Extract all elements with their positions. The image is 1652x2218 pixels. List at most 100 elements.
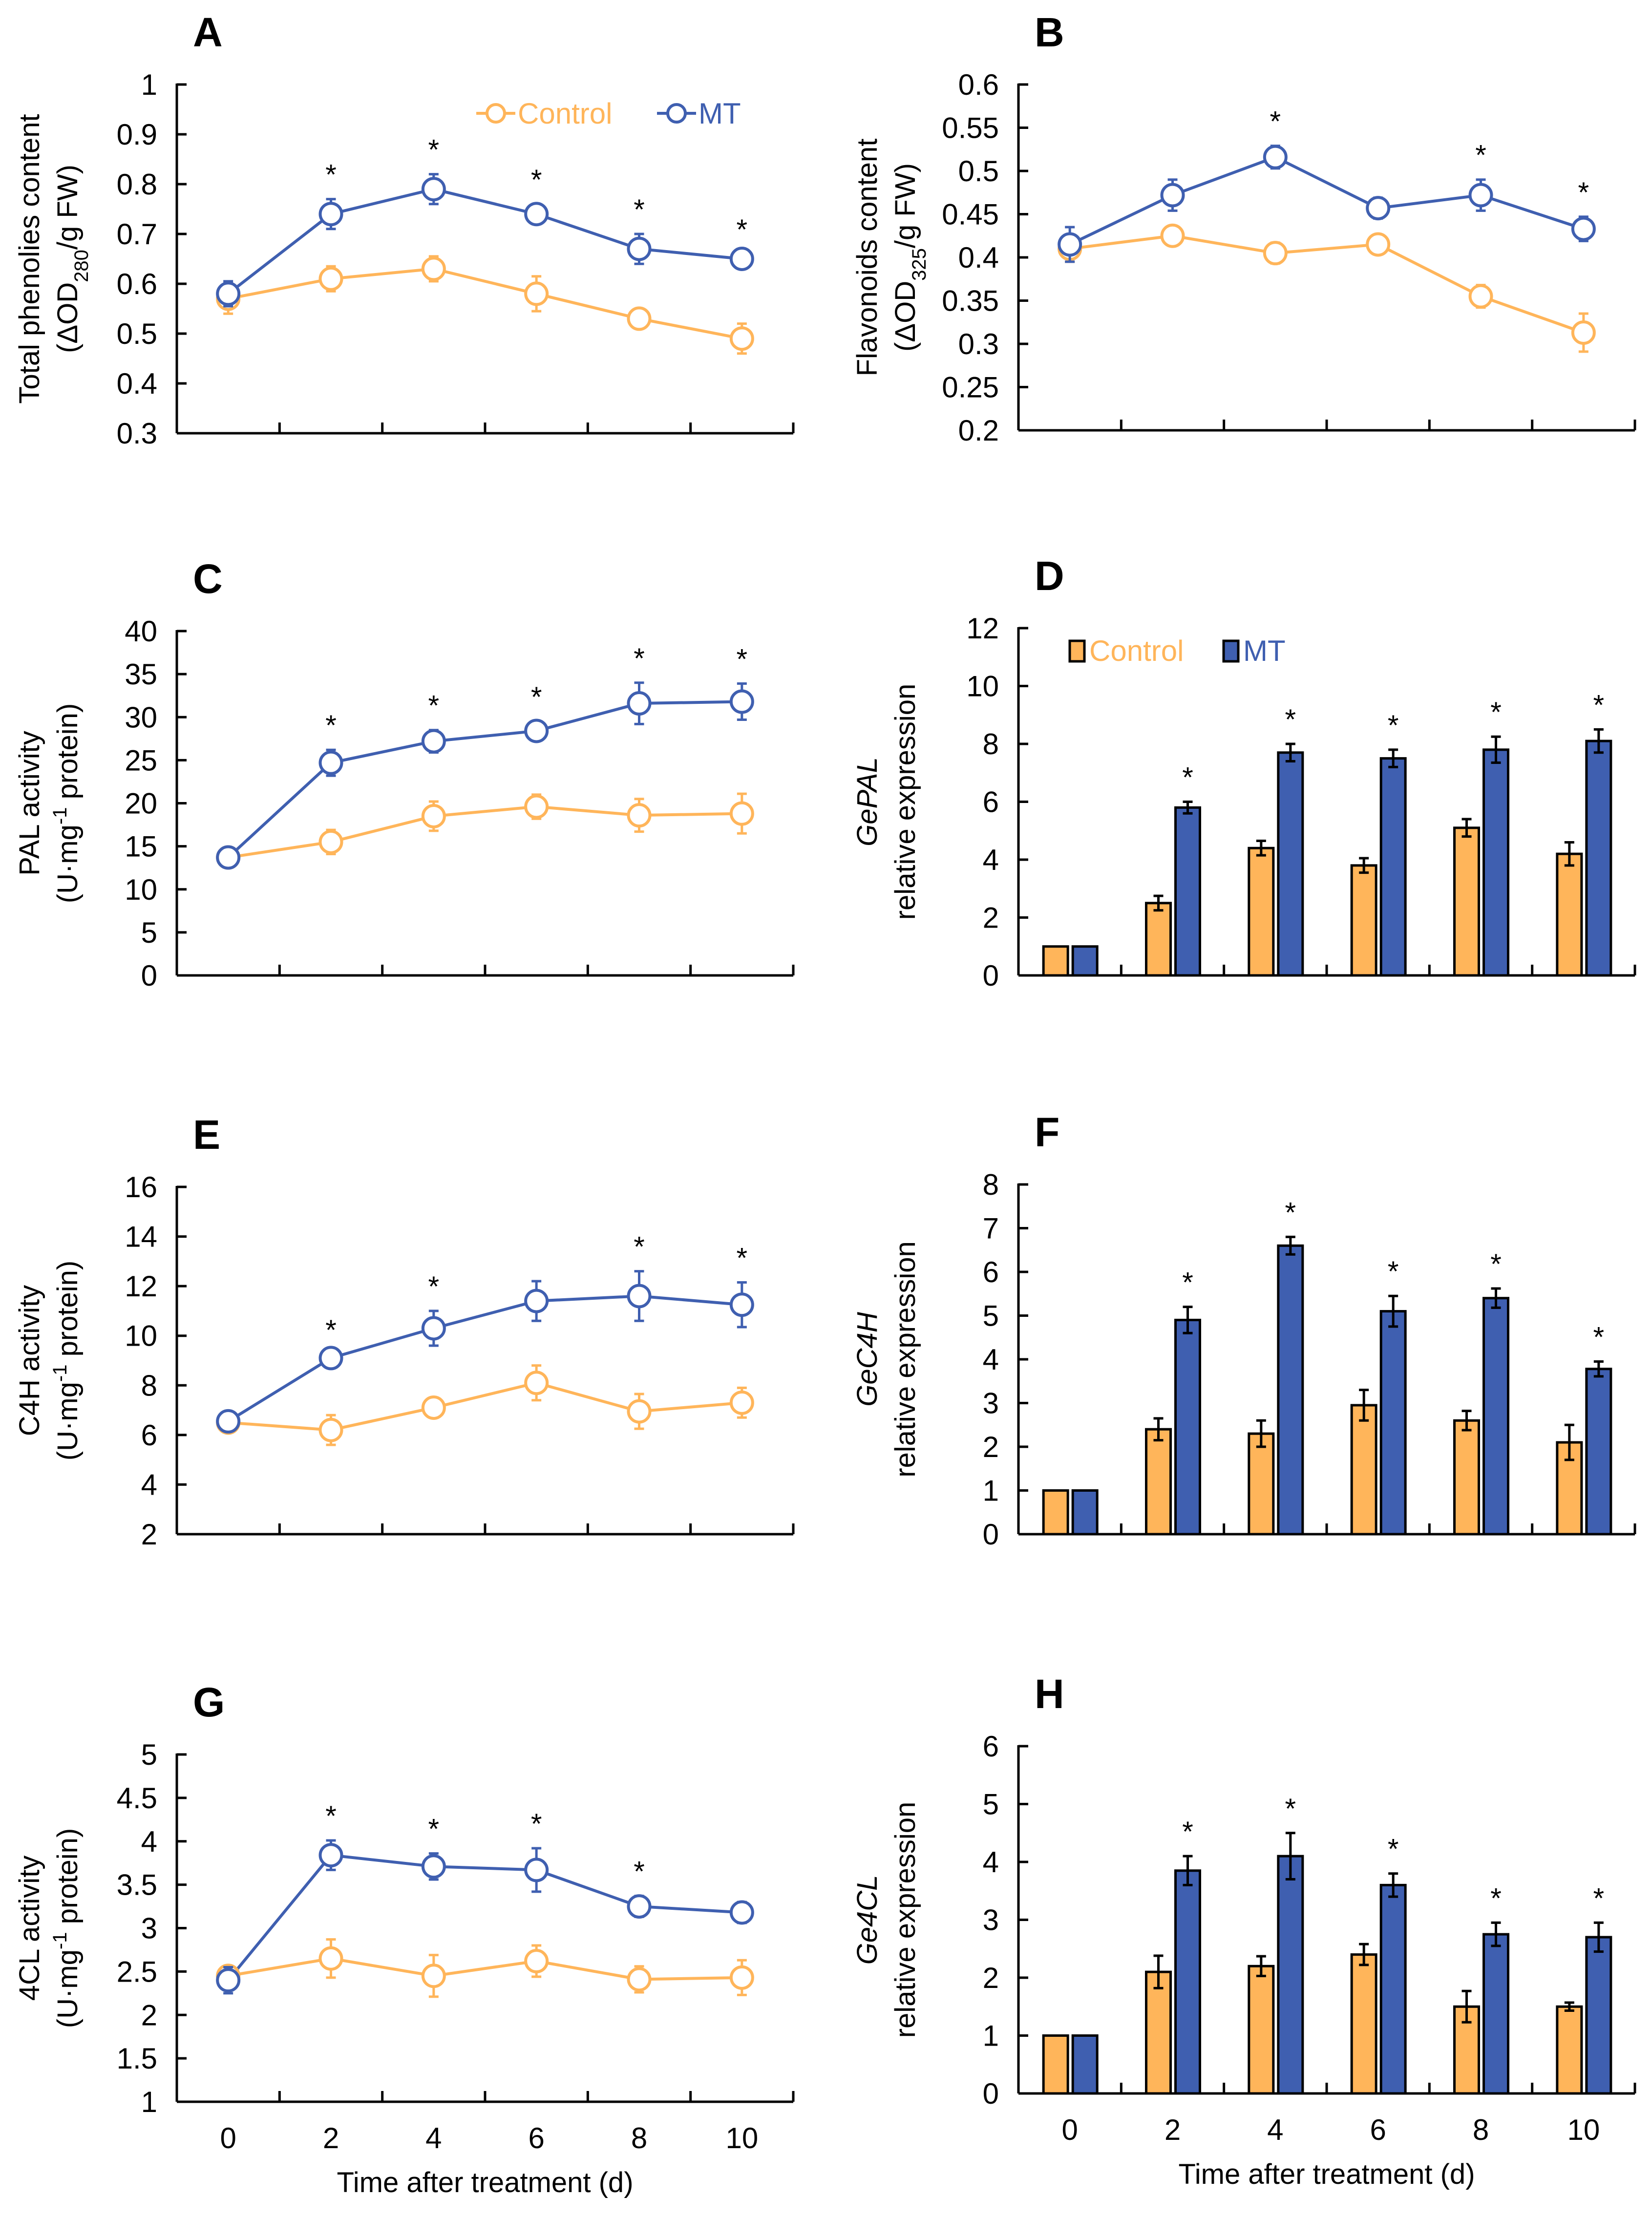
x-tick-label: 2 [1165,2113,1181,2146]
y-axis-title: relative expression [890,1241,921,1478]
y-tick-label: 8 [141,1369,157,1402]
error-bar [1491,735,1501,764]
panel-a: A 0.3 0.4 0.5 0.6 0.7 0.8 0.9 1 Total phenolies c… [14,9,795,450]
y-axis-title-part: Flavonoids content [851,139,883,377]
y-axis-title-part: Ge [851,808,883,846]
significance-marker: * [531,681,542,713]
y-tick-label: 3.5 [117,1869,157,1901]
y-axis-title-part: relative expression [890,1802,921,2038]
significance-marker: * [1270,106,1281,138]
data-point-mt [627,236,652,261]
panel-letter: G [193,1679,225,1725]
data-point-mt [318,1346,343,1371]
bar-mt [1379,1310,1407,1536]
bar-control [1145,902,1172,977]
bar-control [1248,1432,1275,1536]
series-line-mt [1069,155,1584,246]
data-point-mt [627,1894,652,1919]
panel-b: B 0.2 0.25 0.3 0.35 0.4 0.45 0.5 0.55 0.6 Flavonoi… [851,9,1636,447]
series-line-mt [227,1294,742,1423]
y-tick-label: 1.5 [117,2042,157,2075]
series-line-mt [227,1854,742,1982]
error-bar [1256,1419,1266,1448]
y-tick-label: 4 [983,844,999,876]
bar-mt [1071,2034,1099,2095]
x-tick-label: 10 [1567,2113,1600,2146]
bar-control [1042,945,1069,977]
bar-control [1350,1404,1377,1536]
x-tick-label: 6 [528,2122,544,2155]
data-point-control [1160,223,1185,248]
significance-marker: * [1490,1882,1502,1914]
y-tick-label: 0 [141,959,157,992]
y-tick-label: 0.2 [958,414,999,447]
panel-g: G 1 1.5 2 2.5 3 3.5 4 4.5 5 4CL activity (U·mg-1 pr… [14,1679,795,2198]
y-tick-label: 4 [983,1846,999,1879]
y-tick-label: 0.25 [942,371,999,404]
bar-control [1042,2034,1069,2095]
significance-marker: * [1285,1197,1296,1228]
error-bar [1285,742,1295,763]
significance-marker: * [1490,1248,1502,1280]
x-tick-label: 2 [323,2122,339,2155]
y-axis-title: relative expression [890,684,921,920]
y-axis-title-part: (ΔOD [52,282,84,353]
error-bar [1183,801,1193,815]
bar-control [1556,2005,1583,2095]
bar-control [1453,826,1480,977]
data-point-control [421,256,446,281]
series-line-mt [227,700,742,859]
y-tick-label: 6 [983,1730,999,1763]
significance-marker: * [1182,762,1193,794]
data-point-mt [524,202,549,227]
y-tick-label: 0.4 [958,241,999,274]
bar-mt [1379,757,1407,977]
error-bar [1593,1921,1604,1953]
bar-control [1145,1428,1172,1536]
y-tick-label: 8 [983,728,999,760]
y-axis-title-part: relative expression [890,684,921,920]
y-tick-label: 16 [125,1171,157,1204]
y-tick-label: 20 [125,787,157,820]
y-tick-label: 5 [141,1738,157,1771]
significance-marker: * [634,1231,645,1263]
y-axis-title: Total phenolies content [14,114,45,403]
error-bar [1256,1955,1266,1977]
panel-letter: A [193,9,223,55]
bar-control [1556,852,1583,977]
y-tick-label: 25 [125,744,157,777]
y-tick-label: 4 [141,1825,157,1858]
y-tick-label: 4 [983,1343,999,1376]
data-point-control [524,794,549,819]
panel-h: H 0 1 2 3 4 5 6 Ge4CL relative expression * * * * * 0 2 4… [851,1671,1636,2190]
bar-mt [1174,1318,1201,1536]
x-tick-label: 0 [220,2122,236,2155]
y-axis-title: (ΔOD325/g FW) [890,163,930,352]
panel-letter: F [1035,1109,1059,1155]
y-tick-label: 0 [983,1518,999,1551]
x-tick-label: 0 [1061,2113,1078,2146]
y-tick-label: 10 [125,873,157,906]
y-tick-label: 0.8 [117,168,157,201]
error-bar [1564,2001,1574,2012]
significance-marker: * [531,164,542,196]
error-bar [1153,894,1164,912]
bar-mt [1379,1883,1407,2095]
panel-c: C 0 5 10 15 20 25 30 35 40 PAL activity (U·mg-1 pro… [14,556,795,992]
x-tick-label: 8 [631,2122,647,2155]
y-tick-label: 6 [983,1256,999,1289]
data-point-control [524,281,549,306]
y-tick-label: 0.4 [117,367,157,400]
data-point-mt [1160,183,1185,208]
data-point-control [318,1417,343,1442]
significance-marker: * [1490,697,1502,728]
x-axis-title: Time after treatment (d) [1178,2158,1475,2190]
bar-mt [1483,748,1509,977]
y-tick-label: 0.5 [117,317,157,350]
error-bar [1461,1989,1472,2024]
y-tick-label: 0.6 [117,268,157,300]
data-point-control [729,1390,754,1415]
data-point-mt [524,1858,549,1882]
error-bar [1285,1235,1295,1256]
data-point-mt [421,1854,446,1879]
